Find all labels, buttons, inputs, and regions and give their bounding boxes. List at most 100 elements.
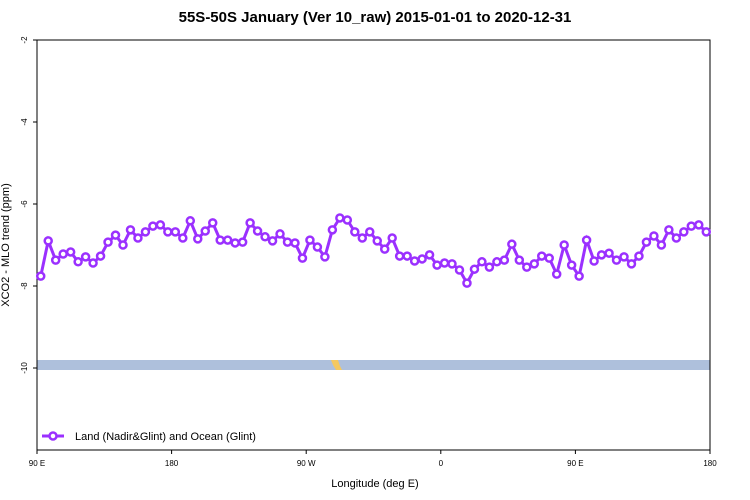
x-tick-label: 180 bbox=[165, 459, 179, 468]
point bbox=[641, 237, 652, 247]
point bbox=[589, 256, 599, 266]
point bbox=[484, 262, 495, 272]
point bbox=[50, 255, 61, 265]
point bbox=[529, 259, 540, 269]
point bbox=[544, 253, 554, 263]
point bbox=[170, 227, 181, 237]
point bbox=[320, 252, 330, 262]
y-tick-label: -4 bbox=[20, 118, 29, 126]
point bbox=[148, 221, 158, 231]
point bbox=[387, 233, 397, 243]
point bbox=[492, 257, 502, 267]
point bbox=[394, 251, 405, 261]
point bbox=[133, 233, 143, 243]
y-tick-label: -6 bbox=[20, 200, 29, 208]
point bbox=[252, 226, 263, 236]
point bbox=[350, 227, 360, 237]
point bbox=[282, 237, 293, 247]
point bbox=[365, 227, 375, 237]
point bbox=[402, 251, 412, 261]
point bbox=[125, 225, 136, 235]
point bbox=[335, 213, 345, 223]
point bbox=[43, 236, 53, 246]
point bbox=[215, 235, 225, 245]
point bbox=[432, 260, 442, 270]
point bbox=[73, 257, 83, 267]
point bbox=[694, 220, 704, 230]
point bbox=[200, 226, 210, 236]
point bbox=[626, 259, 637, 269]
point bbox=[312, 242, 323, 252]
point bbox=[604, 248, 614, 258]
point bbox=[447, 259, 457, 269]
point bbox=[469, 264, 480, 274]
point bbox=[649, 231, 659, 241]
point bbox=[671, 233, 682, 243]
point bbox=[58, 249, 68, 259]
x-tick-label: 180 bbox=[703, 459, 717, 468]
point bbox=[686, 221, 697, 231]
point bbox=[424, 250, 435, 260]
point bbox=[237, 237, 248, 247]
y-tick-label: -2 bbox=[20, 36, 29, 44]
x-tick-label: 90 W bbox=[297, 459, 316, 468]
point bbox=[566, 260, 577, 270]
x-tick-label: 90 E bbox=[29, 459, 45, 468]
point bbox=[260, 232, 270, 242]
point bbox=[207, 218, 218, 228]
y-tick-label: -8 bbox=[20, 282, 29, 290]
point bbox=[357, 233, 368, 243]
point bbox=[477, 257, 487, 267]
point bbox=[88, 258, 98, 268]
surface-band bbox=[37, 360, 710, 370]
point bbox=[551, 269, 562, 279]
point bbox=[634, 251, 644, 261]
point bbox=[619, 252, 629, 262]
point bbox=[275, 229, 285, 239]
y-tick-label: -10 bbox=[20, 362, 29, 374]
point bbox=[118, 240, 128, 250]
x-tick-label: 0 bbox=[439, 459, 444, 468]
point bbox=[297, 253, 308, 263]
point bbox=[230, 238, 240, 248]
point bbox=[611, 255, 622, 265]
point bbox=[454, 265, 465, 275]
land-patch bbox=[331, 360, 342, 370]
point bbox=[581, 235, 592, 245]
point bbox=[163, 227, 173, 237]
point bbox=[537, 251, 547, 261]
point bbox=[679, 227, 689, 237]
chart-title: 55S-50S January (Ver 10_raw) 2015-01-01 … bbox=[179, 9, 572, 26]
point bbox=[507, 239, 517, 249]
point bbox=[140, 227, 151, 237]
point bbox=[290, 238, 300, 248]
point bbox=[80, 252, 91, 262]
point bbox=[193, 234, 203, 244]
point bbox=[185, 216, 196, 226]
point bbox=[701, 227, 712, 237]
point bbox=[178, 233, 188, 243]
point bbox=[596, 250, 607, 260]
point bbox=[35, 271, 46, 281]
point bbox=[305, 235, 315, 245]
point bbox=[522, 262, 532, 272]
plot-frame bbox=[36, 39, 711, 451]
point bbox=[372, 236, 382, 246]
point bbox=[409, 256, 420, 266]
x-tick-label: 90 E bbox=[567, 459, 583, 468]
point bbox=[656, 240, 667, 250]
point bbox=[559, 240, 569, 250]
point bbox=[574, 271, 584, 281]
point bbox=[417, 254, 427, 264]
point bbox=[664, 225, 674, 235]
y-axis-label: XCO2 - MLO trend (ppm) bbox=[0, 183, 12, 306]
point bbox=[65, 247, 76, 257]
point bbox=[439, 258, 450, 268]
legend-marker bbox=[48, 431, 58, 441]
x-axis-label: Longitude (deg E) bbox=[331, 478, 418, 490]
point bbox=[514, 255, 525, 265]
point bbox=[110, 230, 121, 240]
point bbox=[103, 237, 113, 247]
point bbox=[245, 218, 255, 228]
